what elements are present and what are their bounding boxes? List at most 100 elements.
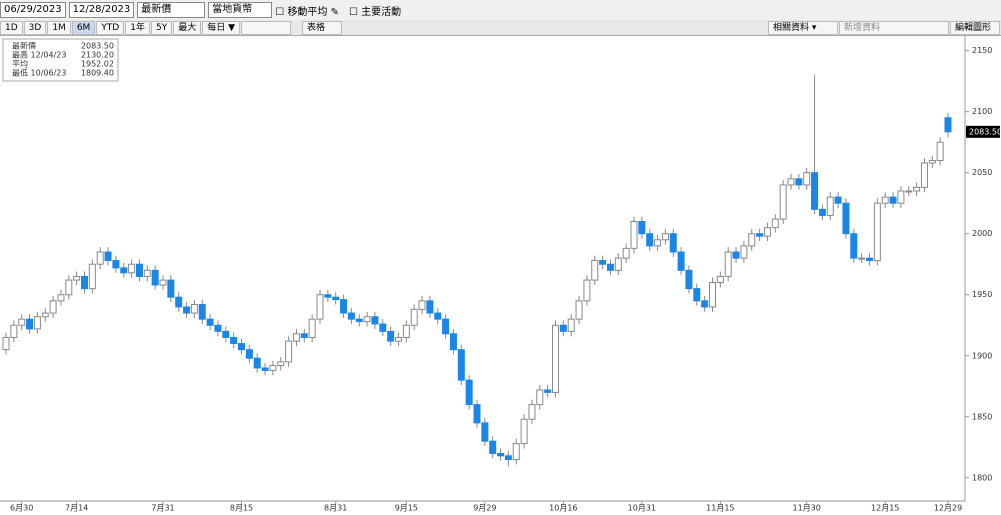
candle-body	[701, 300, 709, 308]
candle-body	[497, 452, 505, 457]
candle-body	[198, 304, 206, 320]
legend-value: 1952.02	[81, 60, 114, 69]
legend-name: 最低 10/06/23	[12, 68, 66, 78]
candle-body	[638, 221, 646, 235]
legend-name: 最高 12/04/23	[12, 50, 66, 60]
period-btn[interactable]: 6M	[71, 20, 96, 35]
period-btn[interactable]: 1M	[47, 20, 71, 35]
candle-body	[253, 357, 261, 369]
end-date[interactable]: 12/28/2023	[68, 2, 135, 18]
y-tick-label: 1900	[972, 351, 992, 360]
period-btn[interactable]: 3D	[23, 20, 47, 35]
x-tick-label: 6月30	[10, 504, 33, 513]
candle-body	[481, 422, 489, 442]
legend-value: 2083.50	[81, 42, 114, 51]
period-btn[interactable]: 1年	[125, 20, 150, 35]
x-tick-label: 11月15	[706, 504, 734, 513]
moving-average[interactable]: ☐ 移動平均 ✎	[275, 6, 339, 18]
candle-body	[324, 294, 332, 298]
candle-body	[528, 404, 536, 420]
candle-body	[928, 159, 936, 164]
candle-body	[135, 263, 143, 277]
candle-body	[512, 443, 520, 461]
candle-body	[465, 379, 473, 406]
candle-body	[292, 333, 300, 342]
candle-body	[654, 239, 662, 247]
candle-body	[238, 343, 245, 351]
candle-body	[269, 365, 277, 371]
candle-body	[410, 308, 418, 326]
related-btn[interactable]: 相關資料 ▾	[768, 20, 838, 35]
toolbar-2: 1D 3D 1M 6M YTD 1年 5Y 最大 每日 ▼ 表格 相關資料 ▾ 新增資料 編輯…	[0, 20, 1001, 36]
candle-body	[206, 318, 214, 326]
x-tick-label: 7月14	[65, 504, 88, 513]
y-tick-label: 2000	[972, 229, 992, 238]
candle-body	[544, 389, 552, 393]
candle-body	[630, 221, 638, 249]
candle-body	[387, 330, 395, 342]
candle-body	[818, 208, 826, 216]
candle-body	[402, 324, 410, 338]
candle-body	[261, 367, 269, 371]
candle-body	[771, 218, 779, 229]
candle-body	[355, 318, 363, 323]
candle-body	[214, 324, 222, 332]
candle-body	[559, 324, 567, 332]
key-events[interactable]: ☐ 主要活動	[349, 6, 402, 18]
candle-body	[426, 300, 434, 314]
candle-body	[591, 260, 599, 281]
last-price-tag	[966, 125, 1000, 138]
period-btn[interactable]: YTD	[96, 20, 125, 35]
candle-body	[873, 202, 881, 262]
period-btn[interactable]: 最大	[173, 20, 202, 35]
candle-body	[277, 361, 285, 367]
frequency[interactable]: 每日 ▼	[202, 20, 241, 35]
candle-body	[230, 336, 238, 345]
table-btn[interactable]: 表格	[302, 20, 343, 35]
edit-chart[interactable]: 編輯圖形	[950, 20, 1000, 35]
candle-body	[449, 333, 457, 351]
candle-body	[520, 418, 528, 445]
candle-body	[622, 247, 630, 259]
period-btn[interactable]: 1D	[0, 20, 23, 35]
candle-body	[756, 233, 764, 237]
candle-body	[709, 282, 716, 308]
currency-select[interactable]: 當地貨幣	[208, 2, 273, 18]
candle-body	[661, 233, 669, 241]
candle-body	[175, 296, 183, 308]
candle-body	[614, 257, 622, 271]
candle-body	[285, 340, 293, 363]
candle-body	[858, 257, 866, 260]
candle-body	[897, 190, 905, 204]
plot-bg	[0, 36, 1001, 515]
candle-body	[669, 233, 677, 253]
candle-body	[33, 316, 41, 330]
y-tick-label: 1850	[972, 412, 992, 421]
candle-body	[583, 279, 591, 302]
candle-body	[567, 318, 575, 332]
candle-body	[489, 440, 497, 454]
start-date[interactable]: 06/29/2023	[0, 2, 66, 18]
field-select[interactable]: 最新價	[137, 2, 206, 18]
candle-body	[763, 227, 771, 237]
y-tick-label: 1950	[972, 290, 992, 299]
candle-body	[803, 172, 811, 186]
y-tick-label: 2050	[972, 168, 992, 177]
candle-body	[112, 260, 120, 269]
blank-btn[interactable]	[241, 20, 292, 35]
candle-body	[73, 275, 81, 281]
add-data[interactable]: 新增資料	[839, 20, 949, 35]
candle-body	[340, 299, 348, 314]
candle-body	[104, 251, 112, 262]
candle-body	[10, 324, 18, 338]
candle-body	[920, 162, 928, 188]
period-btn[interactable]: 5Y	[150, 20, 173, 35]
x-tick-label: 10月16	[549, 504, 577, 513]
candle-body	[552, 324, 559, 393]
candle-body	[724, 251, 732, 277]
candle-body	[889, 196, 897, 204]
x-tick-label: 12月29	[934, 504, 962, 513]
candle-body	[677, 251, 685, 271]
chart: 1800 1850 1900 1950 2000 2050 2100 2150 6月30 7月14…	[0, 36, 1001, 515]
candle-body	[143, 269, 151, 277]
